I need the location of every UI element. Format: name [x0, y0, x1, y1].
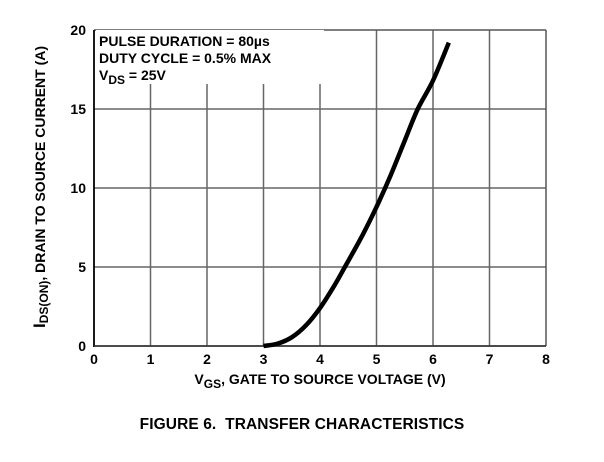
y-tick-label: 15 — [70, 101, 86, 117]
figure-caption: FIGURE 6. TRANSFER CHARACTERISTICS — [0, 416, 604, 434]
x-tick-label: 3 — [260, 351, 268, 367]
x-tick-label: 6 — [429, 351, 437, 367]
annotation-background — [96, 30, 324, 84]
y-tick-labels: 0 5 10 15 20 — [70, 22, 86, 354]
annotation-duty-cycle: DUTY CYCLE = 0.5% MAX — [99, 50, 272, 66]
transfer-curve — [263, 41, 451, 349]
figure-caption-text: FIGURE 6. TRANSFER CHARACTERISTICS — [139, 416, 465, 433]
x-tick-labels: 0 1 2 3 4 5 6 7 8 — [90, 351, 550, 367]
y-tick-label: 20 — [70, 22, 86, 38]
y-tick-label: 0 — [78, 338, 86, 354]
x-tick-label: 0 — [90, 351, 98, 367]
annotation-vds: VDS = 25V — [99, 67, 167, 87]
x-tick-label: 5 — [373, 351, 381, 367]
y-tick-label: 5 — [78, 259, 86, 275]
x-tick-label: 1 — [147, 351, 155, 367]
x-tick-label: 8 — [542, 351, 550, 367]
x-tick-label: 7 — [486, 351, 494, 367]
y-axis-title: IDS(ON), DRAIN TO SOURCE CURRENT (A) — [30, 46, 51, 328]
y-tick-label: 10 — [70, 180, 86, 196]
x-axis-title: VGS, GATE TO SOURCE VOLTAGE (V) — [194, 371, 445, 391]
annotation-pulse-duration: PULSE DURATION = 80µs — [99, 33, 270, 49]
x-tick-label: 2 — [203, 351, 211, 367]
x-tick-label: 4 — [316, 351, 324, 367]
